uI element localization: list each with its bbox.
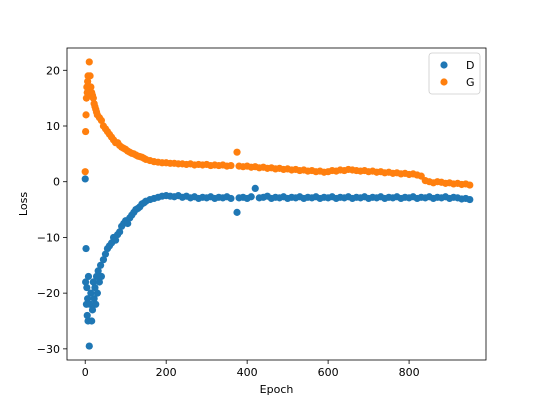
- point-d-25: [101, 250, 110, 258]
- point-g-9: [85, 58, 93, 66]
- point-g-0: [81, 168, 89, 176]
- point-d-24: [99, 256, 108, 264]
- point-d-66: [227, 194, 235, 203]
- point-d-22: [97, 261, 105, 269]
- x-tick-label: 600: [318, 366, 339, 379]
- legend-marker-d: [440, 61, 448, 69]
- point-d-30: [111, 236, 120, 244]
- y-tick-label: 20: [46, 64, 60, 77]
- point-d-72: [251, 184, 259, 192]
- point-g-123: [466, 181, 474, 189]
- point-d-2: [82, 244, 90, 253]
- legend: D G: [428, 52, 481, 95]
- point-d-17: [92, 300, 100, 308]
- point-g-11: [87, 83, 95, 91]
- point-d-71: [247, 193, 255, 201]
- y-axis-label: Loss: [17, 192, 30, 216]
- y-tick-label: 0: [53, 176, 60, 189]
- point-g-1: [82, 127, 90, 136]
- point-d-67: [233, 208, 241, 216]
- y-tick-label: −10: [37, 231, 60, 244]
- y-axis-ticks: −30 −20 −10 0 10 20: [37, 64, 67, 356]
- point-d-23: [97, 272, 106, 281]
- y-tick-label: 10: [46, 120, 60, 133]
- legend-label-d: D: [466, 59, 474, 72]
- point-d-32: [116, 228, 124, 236]
- point-d-10: [86, 300, 94, 308]
- x-tick-label: 800: [399, 366, 420, 379]
- point-d-125: [466, 195, 474, 204]
- point-d-20: [94, 267, 102, 275]
- point-d-19: [93, 289, 101, 297]
- point-d-21: [95, 278, 103, 286]
- point-d-13: [88, 306, 97, 314]
- point-g-21: [97, 116, 106, 125]
- point-g-14: [89, 94, 97, 102]
- point-d-16: [91, 283, 99, 292]
- y-tick-label: −30: [37, 343, 60, 356]
- point-d-8: [84, 272, 93, 281]
- x-axis-ticks: 0 200 400 600 800: [82, 360, 420, 379]
- point-d-4: [83, 283, 91, 292]
- point-d-9: [85, 342, 93, 350]
- point-d-11: [87, 289, 95, 297]
- legend-marker-g: [440, 78, 448, 86]
- point-d-14: [89, 278, 97, 286]
- x-axis-label: Epoch: [260, 383, 294, 396]
- point-g-64: [227, 161, 235, 170]
- point-g-65: [233, 148, 241, 156]
- point-d-36: [124, 219, 132, 228]
- point-g-3: [82, 94, 91, 102]
- point-g-2: [82, 111, 90, 119]
- point-d-5: [83, 311, 91, 320]
- x-tick-label: 200: [156, 366, 177, 379]
- point-d-12: [88, 317, 96, 325]
- point-d-15: [90, 295, 98, 303]
- point-g-6: [84, 77, 92, 86]
- point-d-6: [84, 295, 92, 303]
- y-tick-label: −20: [37, 287, 60, 300]
- point-d-1: [82, 278, 90, 286]
- x-tick-label: 0: [82, 366, 89, 379]
- legend-label-g: G: [466, 76, 475, 89]
- plot-area: [81, 58, 474, 350]
- x-tick-label: 400: [237, 366, 258, 379]
- point-d-0: [81, 175, 89, 183]
- axes-frame: [66, 47, 487, 361]
- point-g-10: [86, 72, 94, 80]
